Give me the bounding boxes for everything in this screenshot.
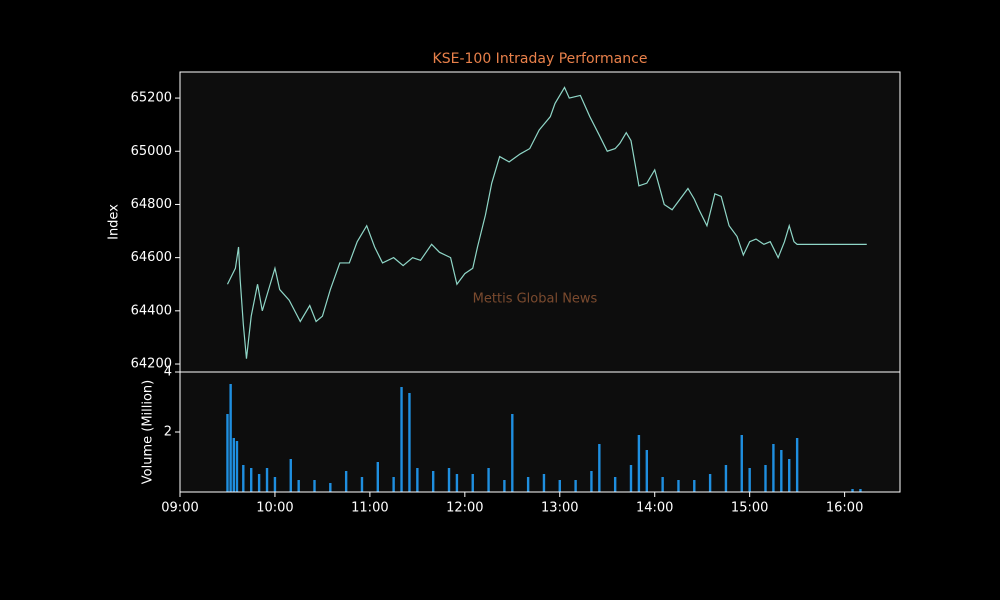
volume-bar bbox=[748, 468, 751, 492]
x-tick-label: 15:00 bbox=[731, 501, 768, 516]
volume-bar bbox=[613, 477, 617, 492]
volume-bar bbox=[637, 435, 641, 492]
volume-bar bbox=[360, 477, 364, 492]
volume-bar bbox=[257, 474, 261, 492]
volume-bar bbox=[574, 480, 577, 492]
volume-bar bbox=[392, 477, 395, 492]
y-tick-label: 65000 bbox=[131, 144, 172, 159]
volume-bar bbox=[511, 414, 514, 492]
volume-bar bbox=[780, 450, 783, 492]
volume-bar bbox=[542, 474, 546, 492]
x-tick-label: 10:00 bbox=[256, 501, 293, 516]
volume-bar bbox=[526, 477, 530, 492]
x-tick-label: 11:00 bbox=[351, 501, 388, 516]
volume-bar bbox=[629, 465, 633, 492]
volume-bar bbox=[772, 444, 775, 492]
volume-bar bbox=[289, 459, 292, 492]
volume-bar bbox=[859, 489, 862, 492]
plot-area bbox=[180, 372, 900, 492]
volume-bar bbox=[265, 468, 269, 492]
chart-title: KSE-100 Intraday Performance bbox=[433, 51, 648, 67]
volume-bar bbox=[235, 441, 239, 492]
volume-bar bbox=[242, 465, 245, 492]
y-tick-label: 2 bbox=[164, 425, 172, 440]
x-tick-label: 14:00 bbox=[636, 501, 673, 516]
y-tick-label: 64200 bbox=[131, 357, 172, 372]
x-tick-label: 13:00 bbox=[541, 501, 578, 516]
volume-bar bbox=[232, 438, 236, 492]
watermark: Mettis Global News bbox=[473, 292, 598, 307]
y-tick-label: 65200 bbox=[131, 91, 172, 106]
volume-bar bbox=[764, 465, 767, 492]
x-tick-label: 16:00 bbox=[826, 501, 863, 516]
y-tick-label: 64400 bbox=[131, 303, 172, 318]
volume-bar bbox=[487, 468, 490, 492]
volume-bar bbox=[677, 480, 680, 492]
volume-bar bbox=[313, 480, 316, 492]
volume-bar bbox=[708, 474, 712, 492]
volume-bar bbox=[229, 384, 232, 492]
volume-bar bbox=[376, 462, 380, 492]
volume-bar bbox=[226, 414, 229, 492]
volume-bar bbox=[416, 468, 419, 492]
volume-bar bbox=[598, 444, 601, 492]
volume-bar bbox=[788, 459, 791, 492]
volume-bar bbox=[400, 387, 403, 492]
volume-bar bbox=[329, 483, 332, 492]
y-tick-label: 64600 bbox=[131, 250, 172, 265]
volume-bar bbox=[447, 468, 451, 492]
volume-bar bbox=[558, 480, 561, 492]
x-tick-label: 09:00 bbox=[161, 501, 198, 516]
volume-bar bbox=[724, 465, 728, 492]
volume-bar bbox=[455, 474, 459, 492]
volume-bar bbox=[250, 468, 253, 492]
y-axis-label: Volume (Million) bbox=[141, 380, 156, 484]
index-line bbox=[226, 86, 867, 359]
volume-bar bbox=[408, 393, 411, 492]
plot-area bbox=[180, 72, 900, 372]
volume-bar bbox=[693, 480, 696, 492]
volume-bar bbox=[795, 438, 799, 492]
volume-bar bbox=[851, 489, 854, 492]
volume-bar bbox=[431, 471, 435, 492]
plot-frame bbox=[179, 371, 901, 493]
volume-bar bbox=[297, 480, 300, 492]
volume-bar bbox=[503, 480, 506, 492]
volume-bar bbox=[471, 474, 474, 492]
y-axis-label: Index bbox=[107, 204, 122, 240]
volume-bar bbox=[590, 471, 593, 492]
volume-bar bbox=[740, 435, 743, 492]
x-tick-label: 12:00 bbox=[446, 501, 483, 516]
volume-bar bbox=[273, 477, 277, 492]
volume-bar bbox=[645, 450, 649, 492]
volume-bar bbox=[661, 477, 664, 492]
volume-bar bbox=[344, 471, 348, 492]
y-tick-label: 64800 bbox=[131, 197, 172, 212]
y-tick-label: 4 bbox=[164, 365, 172, 380]
